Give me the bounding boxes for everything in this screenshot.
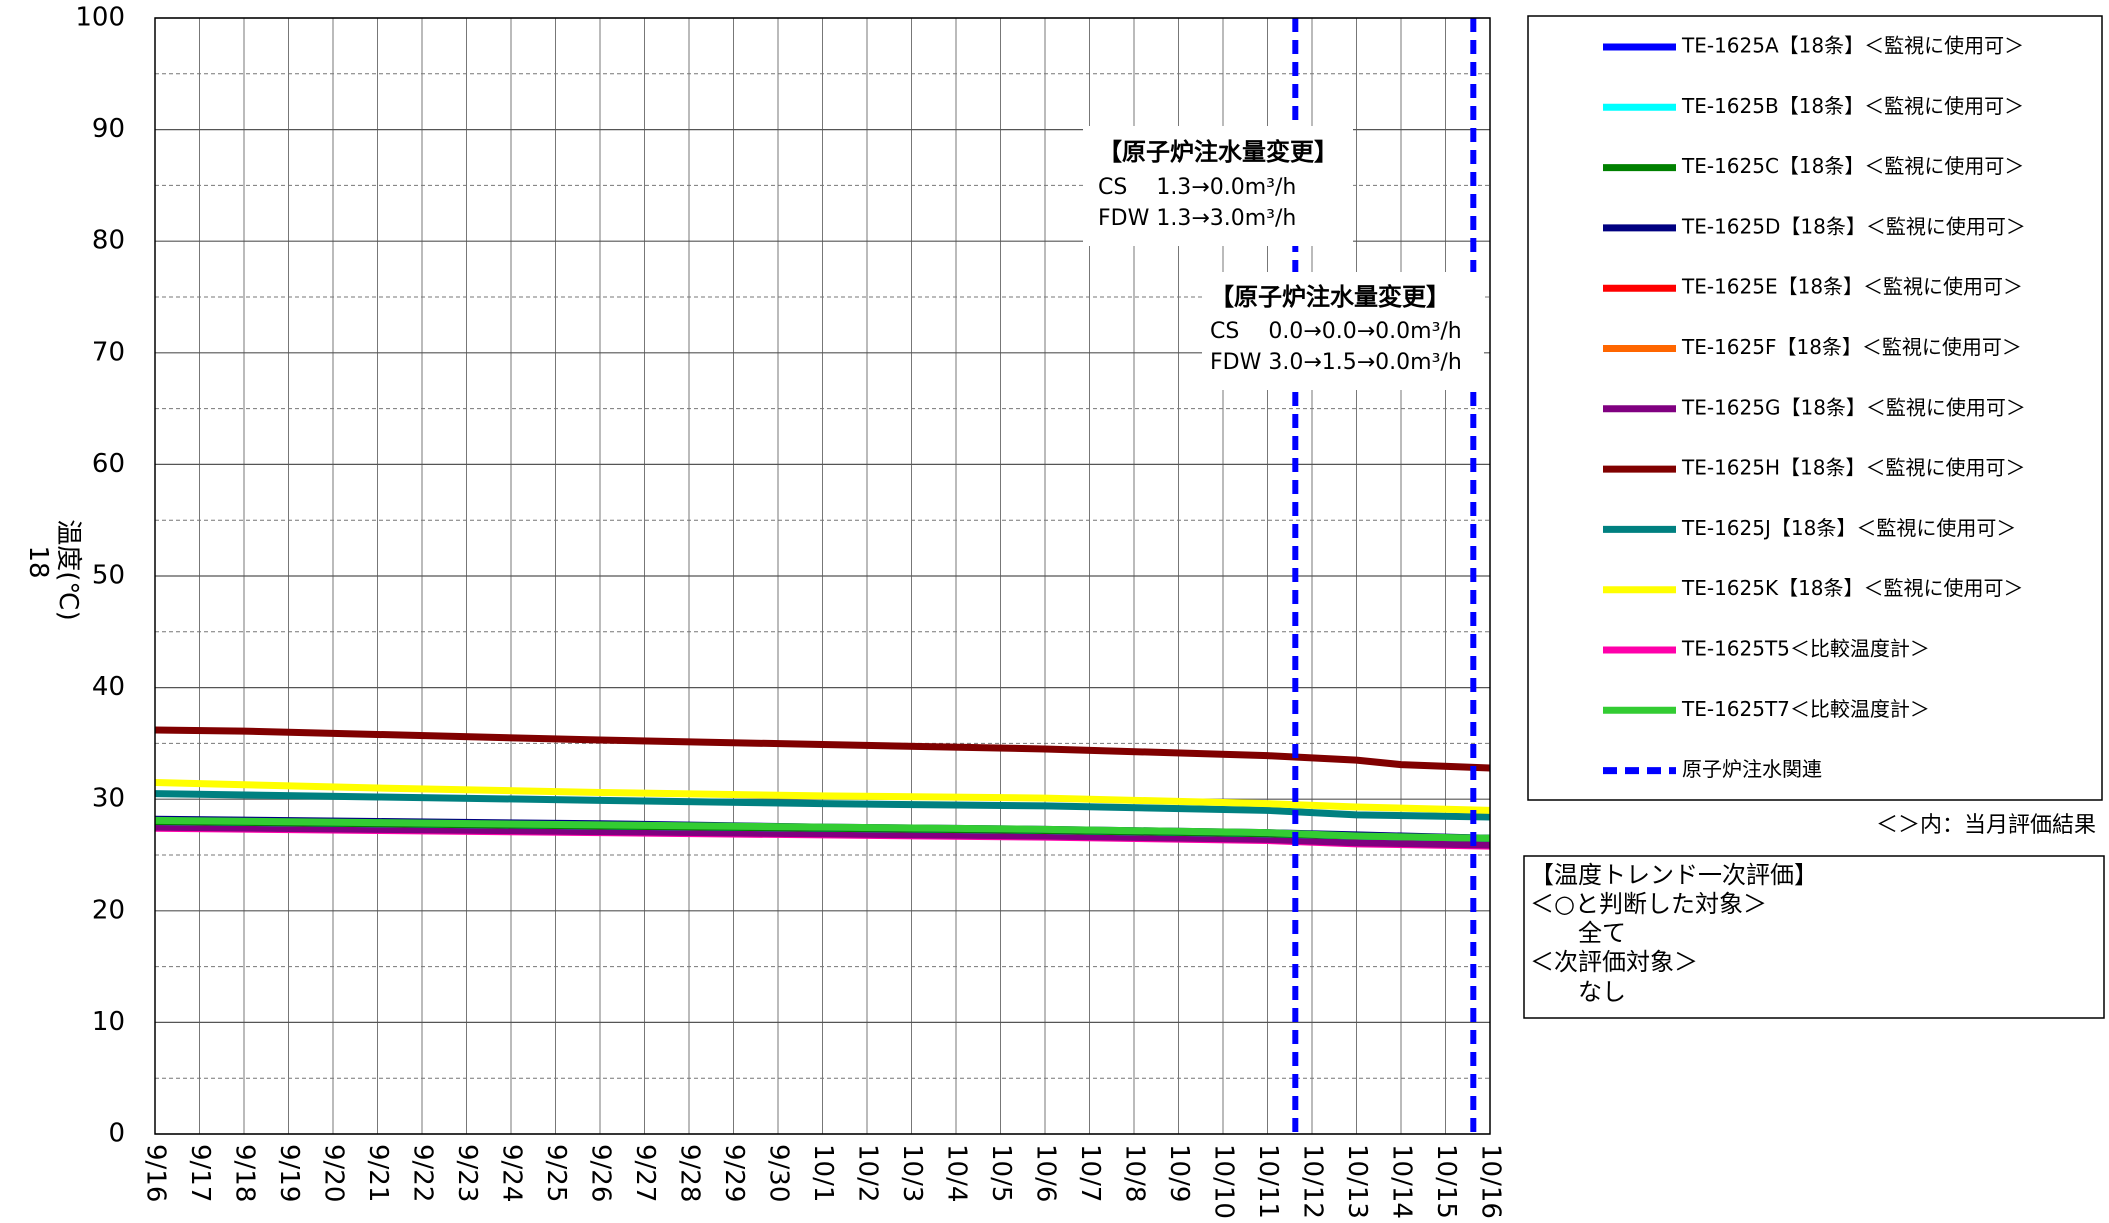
legend-label: TE-1625D【18条】＜監視に使用可＞ xyxy=(1681,214,2026,238)
series-line-12 xyxy=(154,816,1491,842)
annotation-1-line-2: FDW 1.3→3.0m³/h xyxy=(1098,206,1296,231)
x-axis-ticks: 9/16 9/17 9/18 9/19 9/20 9/21 9/22 9/23 9/24 9/25… xyxy=(141,1144,1506,1219)
y-tick-label: 0 xyxy=(108,1119,125,1149)
legend-label: TE-1625K【18条】＜監視に使用可＞ xyxy=(1681,576,2024,600)
x-tick-label: 10/3 xyxy=(897,1144,927,1202)
legend-label: TE-1625B【18条】＜監視に使用可＞ xyxy=(1681,94,2024,118)
legend-label: TE-1625J【18条】＜監視に使用可＞ xyxy=(1681,516,2016,540)
y-axis-label: 18 温度(℃) xyxy=(23,519,83,621)
x-tick-label: 9/27 xyxy=(630,1144,660,1202)
y-tick-label: 80 xyxy=(92,226,125,256)
legend-label: TE-1625H【18条】＜監視に使用可＞ xyxy=(1681,456,2025,480)
legend: TE-1625A【18条】＜監視に使用可＞ TE-1625B【18条】＜監視に使用… xyxy=(1603,34,2026,781)
y-axis-label-text: 温度(℃) xyxy=(53,519,83,621)
x-tick-label: 10/2 xyxy=(853,1144,883,1202)
annotation-1-line-1: CS 1.3→0.0m³/h xyxy=(1098,175,1296,200)
x-tick-label: 9/16 xyxy=(141,1144,171,1202)
annotation-2-line-2: FDW 3.0→1.5→0.0m³/h xyxy=(1210,350,1462,375)
x-tick-label: 9/24 xyxy=(497,1144,527,1202)
annotation-2-line-1: CS 0.0→0.0→0.0m³/h xyxy=(1210,319,1462,344)
x-tick-label: 9/28 xyxy=(675,1144,705,1202)
x-tick-label: 10/6 xyxy=(1031,1144,1061,1202)
annotation-box-2: 【原子炉注水量変更】 CS 0.0→0.0→0.0m³/h FDW 3.0→1.… xyxy=(1202,272,1484,390)
evaluation-title: 【温度トレンド一次評価】 xyxy=(1530,861,1818,889)
x-tick-label: 9/23 xyxy=(452,1144,482,1202)
x-tick-label: 10/8 xyxy=(1120,1144,1150,1202)
annotation-1-title: 【原子炉注水量変更】 xyxy=(1098,138,1338,166)
y-axis-ticks: 0 10 20 30 40 50 60 70 80 90 100 xyxy=(75,3,125,1149)
x-tick-label: 10/5 xyxy=(986,1144,1016,1202)
y-tick-label: 20 xyxy=(92,895,125,925)
legend-label: TE-1625G【18条】＜監視に使用可＞ xyxy=(1681,395,2026,419)
x-tick-label: 10/11 xyxy=(1253,1144,1283,1219)
plot-frame xyxy=(154,17,1491,1135)
legend-label: 原子炉注水関連 xyxy=(1682,757,1822,781)
x-tick-label: 9/19 xyxy=(274,1144,304,1202)
y-tick-label: 60 xyxy=(92,449,125,479)
series-line-9 xyxy=(154,790,1491,821)
x-tick-label: 10/1 xyxy=(808,1144,838,1202)
annotation-box-1: 【原子炉注水量変更】 CS 1.3→0.0m³/h FDW 1.3→3.0m³/… xyxy=(1083,126,1353,246)
legend-label: TE-1625E【18条】＜監視に使用可＞ xyxy=(1681,275,2023,299)
legend-label: TE-1625C【18条】＜監視に使用可＞ xyxy=(1681,154,2024,178)
x-tick-label: 9/17 xyxy=(185,1144,215,1202)
evaluation-line-2: 全て xyxy=(1578,919,1626,947)
x-tick-label: 9/18 xyxy=(230,1144,260,1202)
annotation-2-title: 【原子炉注水量変更】 xyxy=(1210,283,1450,311)
legend-label: TE-1625A【18条】＜監視に使用可＞ xyxy=(1681,34,2024,58)
x-tick-label: 10/15 xyxy=(1431,1144,1461,1219)
x-tick-label: 9/22 xyxy=(408,1144,438,1202)
y-tick-label: 70 xyxy=(92,337,125,367)
y-tick-label: 40 xyxy=(92,672,125,702)
x-tick-label: 10/4 xyxy=(942,1144,972,1202)
y-tick-label: 30 xyxy=(92,784,125,814)
x-tick-label: 9/29 xyxy=(719,1144,749,1202)
series-line-8 xyxy=(154,726,1491,772)
x-tick-label: 9/20 xyxy=(319,1144,349,1202)
x-tick-label: 9/26 xyxy=(586,1144,616,1202)
x-tick-label: 9/21 xyxy=(363,1144,393,1202)
y-tick-label: 100 xyxy=(75,3,125,33)
y-tick-label: 90 xyxy=(92,114,125,144)
y-axis-label-prefix: 18 xyxy=(23,545,53,578)
y-tick-label: 50 xyxy=(92,561,125,591)
evaluation-line-3: ＜次評価対象＞ xyxy=(1530,948,1698,976)
evaluation-line-4: なし xyxy=(1578,978,1626,1006)
legend-note: ＜＞内：当月評価結果 xyxy=(1876,813,2096,838)
series-line-7 xyxy=(154,823,1491,849)
evaluation-box xyxy=(1523,855,2105,1019)
legend-label: TE-1625F【18条】＜監視に使用可＞ xyxy=(1681,335,2022,359)
x-tick-label: 10/14 xyxy=(1387,1144,1417,1219)
x-tick-label: 10/13 xyxy=(1342,1144,1372,1219)
legend-label: TE-1625T5＜比較温度計＞ xyxy=(1681,637,1930,661)
x-tick-label: 10/12 xyxy=(1298,1144,1328,1219)
x-tick-label: 9/25 xyxy=(541,1144,571,1202)
series-lines xyxy=(154,726,1491,850)
evaluation-line-1: ＜○と判断した対象＞ xyxy=(1530,890,1767,918)
series-line-10 xyxy=(154,778,1491,814)
x-tick-label: 10/9 xyxy=(1164,1144,1194,1202)
y-tick-label: 10 xyxy=(92,1007,125,1037)
x-tick-label: 10/7 xyxy=(1075,1144,1105,1202)
x-tick-label: 10/10 xyxy=(1209,1144,1239,1219)
legend-label: TE-1625T7＜比較温度計＞ xyxy=(1681,697,1930,721)
x-tick-label: 9/30 xyxy=(764,1144,794,1202)
x-tick-label: 10/16 xyxy=(1476,1144,1506,1219)
